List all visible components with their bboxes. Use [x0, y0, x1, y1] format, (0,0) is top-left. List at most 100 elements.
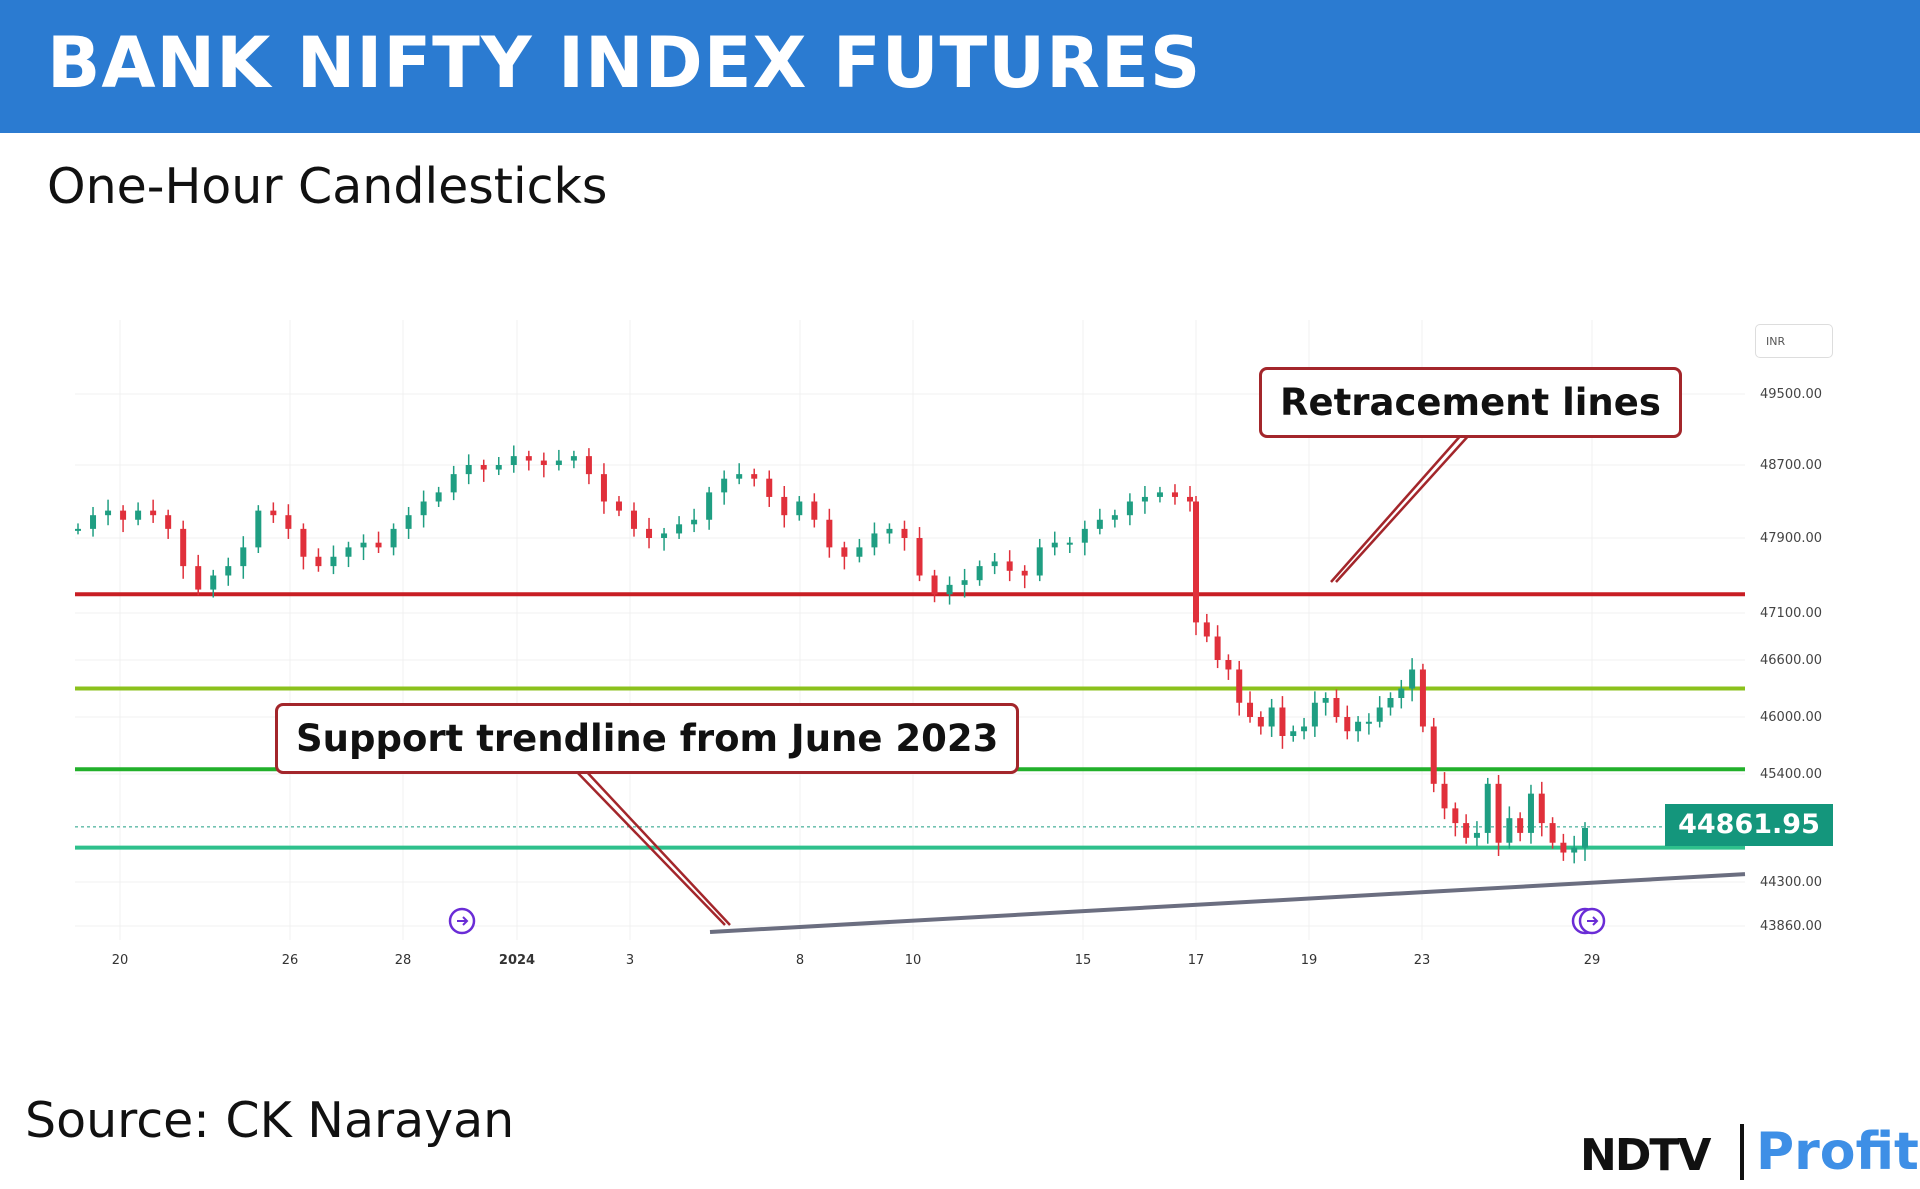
candle-body — [1268, 707, 1275, 727]
candle-body — [1506, 818, 1513, 843]
candle-body — [1452, 808, 1459, 824]
candle-body — [450, 474, 457, 493]
x-tick-label: 29 — [1584, 953, 1601, 968]
candle-body — [811, 501, 818, 520]
support-pointer — [584, 769, 731, 926]
candle-body — [165, 515, 172, 529]
x-tick-label: 23 — [1414, 953, 1431, 968]
y-tick-label: 49500.00 — [1760, 387, 1822, 402]
candle-body — [1051, 542, 1058, 548]
candle-body — [1387, 698, 1394, 708]
candlestick-chart: 49500.00 48700.00 47900.00 47100.00 46600.00… — [75, 320, 1822, 968]
candle-body — [946, 584, 953, 595]
candle-body — [826, 519, 833, 548]
candle-body — [1290, 731, 1297, 736]
candle-body — [676, 524, 683, 534]
candle-body — [1419, 669, 1426, 727]
brand-divider — [1740, 1124, 1744, 1180]
candle-body — [105, 510, 112, 516]
candle-body — [570, 456, 577, 461]
candle-body — [1311, 702, 1318, 727]
y-tick-label: 48700.00 — [1760, 458, 1822, 473]
x-tick-label: 17 — [1188, 953, 1205, 968]
page-title: BANK NIFTY INDEX FUTURES — [47, 22, 1202, 104]
candle-body — [646, 528, 653, 538]
y-tick-label: 44300.00 — [1760, 875, 1822, 890]
event-markers — [448, 907, 1606, 935]
candle-body — [525, 456, 532, 461]
support-callout: Support trendline from June 2023 — [275, 703, 1020, 774]
candle-body — [285, 515, 292, 529]
candle-body — [1376, 707, 1383, 722]
candle-body — [1214, 636, 1221, 660]
x-tick-label: 15 — [1075, 953, 1092, 968]
candle-body — [240, 547, 247, 567]
candle-body — [555, 460, 562, 465]
candle-body — [585, 456, 592, 475]
retracement-pointer — [1330, 433, 1463, 583]
x-tick-label: 10 — [905, 953, 922, 968]
trendline — [709, 872, 1746, 934]
candle-body — [495, 465, 502, 470]
candle-body — [1495, 783, 1502, 843]
candle-body — [510, 456, 517, 465]
candle-body — [1398, 688, 1405, 698]
candle-body — [480, 465, 487, 470]
candle-body — [1225, 660, 1232, 670]
candle-body — [1126, 501, 1133, 516]
candle-body — [751, 474, 758, 479]
candle-body — [796, 501, 803, 516]
candle-body — [1527, 793, 1534, 833]
x-tick-label: 3 — [626, 953, 634, 968]
candle-body — [435, 492, 442, 502]
chart-subtitle: One-Hour Candlesticks — [47, 158, 608, 215]
event-arrow-icon — [1587, 916, 1599, 926]
x-tick-label: 20 — [112, 953, 129, 968]
candle-body — [1582, 828, 1588, 848]
candle-body — [886, 528, 893, 534]
candle-body — [1549, 823, 1556, 843]
candle-body — [600, 474, 607, 502]
candle-body — [150, 510, 157, 516]
x-tick-label: 2024 — [499, 953, 535, 968]
candle-body — [330, 556, 337, 567]
event-arrow-icon — [457, 916, 469, 926]
candle-body — [1355, 721, 1362, 732]
brand-profit: Profit — [1756, 1122, 1919, 1182]
y-tick-label: 46600.00 — [1760, 653, 1822, 668]
candle-body — [781, 496, 788, 516]
candle-body — [841, 547, 848, 557]
candle-body — [1193, 501, 1199, 623]
candle-body — [1517, 818, 1524, 833]
x-tick-label: 26 — [282, 953, 299, 968]
candle-body — [405, 515, 412, 529]
candle-body — [135, 510, 142, 520]
candle-body — [270, 510, 277, 516]
x-tick-label: 19 — [1301, 953, 1318, 968]
candle-body — [766, 478, 773, 497]
candle-body — [210, 575, 217, 590]
candle-body — [961, 580, 968, 585]
candle-body — [691, 519, 698, 525]
candle-body — [1365, 721, 1372, 724]
brand-ndtv: NDTV — [1580, 1130, 1711, 1181]
x-tick-label: 28 — [395, 953, 412, 968]
candle-body — [1141, 496, 1148, 502]
candle-body — [225, 566, 232, 576]
candle-body — [736, 474, 743, 479]
candle-body — [1247, 702, 1254, 717]
candle-body — [901, 528, 908, 538]
candle-body — [1006, 561, 1013, 571]
retracement-pointer — [1335, 433, 1471, 583]
candle-body — [1021, 570, 1028, 576]
candle-body — [991, 561, 998, 567]
candle-body — [1560, 842, 1567, 853]
header-bar: BANK NIFTY INDEX FUTURES — [0, 0, 1920, 133]
x-tick-label: 8 — [796, 953, 804, 968]
candle-body — [1036, 547, 1043, 576]
callout-pointers — [574, 433, 1471, 926]
candle-body — [75, 528, 81, 531]
candle-body — [916, 538, 923, 576]
candle-body — [1187, 496, 1193, 502]
candle-body — [1081, 528, 1088, 543]
